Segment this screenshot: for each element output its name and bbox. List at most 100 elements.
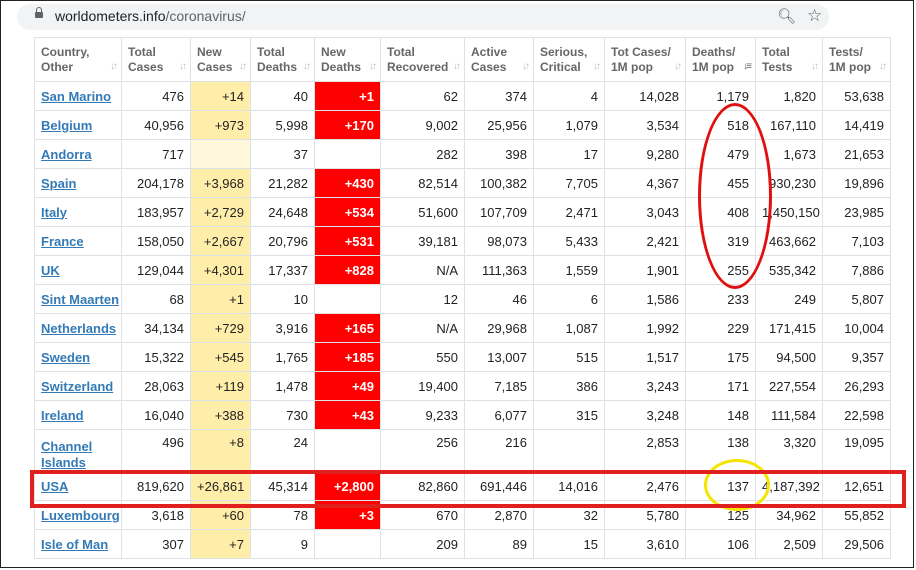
data-cell bbox=[314, 429, 381, 472]
magnifier-icon[interactable]: 🔍︎ bbox=[777, 8, 797, 25]
data-cell: 12 bbox=[380, 284, 465, 314]
column-header[interactable]: Tests/ 1M pop ↓↑ bbox=[822, 37, 891, 82]
red-ellipse-annotation bbox=[698, 103, 772, 289]
data-cell: 28,063 bbox=[121, 371, 191, 401]
data-cell: 82,514 bbox=[380, 168, 465, 198]
column-header[interactable]: Total Tests ↓↑ bbox=[755, 37, 823, 82]
column-header[interactable]: New Deaths ↓↑ bbox=[314, 37, 381, 82]
country-link[interactable]: France bbox=[41, 233, 84, 249]
data-cell: 256 bbox=[380, 429, 465, 472]
country-link[interactable]: Spain bbox=[41, 175, 77, 191]
country-link[interactable]: Sweden bbox=[41, 349, 91, 365]
data-cell: 216 bbox=[464, 429, 534, 472]
star-icon[interactable]: ☆ bbox=[807, 6, 823, 25]
country-link[interactable]: Luxembourg bbox=[41, 507, 120, 523]
data-cell: 19,400 bbox=[380, 371, 465, 401]
table-row: Channel Islands 496 +8 24 256 216 2,853 138 3,32… bbox=[34, 429, 891, 472]
country-cell: Italy bbox=[34, 197, 122, 227]
data-cell bbox=[314, 529, 381, 559]
country-link[interactable]: Channel Islands bbox=[41, 439, 93, 470]
data-cell: 374 bbox=[464, 81, 534, 111]
column-header-label: Total Recovered bbox=[387, 44, 449, 74]
data-cell: 9,233 bbox=[380, 400, 465, 430]
country-link[interactable]: Italy bbox=[41, 204, 68, 220]
data-cell: 227,554 bbox=[755, 371, 823, 401]
data-cell: 1,820 bbox=[755, 81, 823, 111]
column-header-label: Total Deaths bbox=[257, 44, 298, 74]
data-cell: 249 bbox=[755, 284, 823, 314]
sort-arrows-icon: ↓↑ bbox=[179, 61, 187, 72]
column-header[interactable]: Deaths/ 1M pop ↓≡ bbox=[685, 37, 756, 82]
column-header[interactable]: Total Recovered ↓↑ bbox=[380, 37, 465, 82]
data-cell: 496 bbox=[121, 429, 191, 472]
data-cell: +388 bbox=[190, 400, 251, 430]
data-cell: 9,280 bbox=[604, 139, 686, 169]
country-link[interactable]: San Marino bbox=[41, 88, 112, 104]
column-header[interactable]: Active Cases ↓↑ bbox=[464, 37, 534, 82]
data-cell: +531 bbox=[314, 226, 381, 256]
data-cell: 89 bbox=[464, 529, 534, 559]
column-header[interactable]: New Cases ↓↑ bbox=[190, 37, 251, 82]
data-cell bbox=[314, 139, 381, 169]
data-cell: 315 bbox=[533, 400, 605, 430]
data-cell: 3,043 bbox=[604, 197, 686, 227]
data-cell: +2,800 bbox=[314, 471, 381, 501]
data-cell: 111,584 bbox=[755, 400, 823, 430]
data-cell: 106 bbox=[685, 529, 756, 559]
data-cell: 14,028 bbox=[604, 81, 686, 111]
data-cell: +973 bbox=[190, 110, 251, 140]
column-header[interactable]: Total Cases ↓↑ bbox=[121, 37, 191, 82]
country-link[interactable]: Netherlands bbox=[41, 320, 117, 336]
data-cell: 2,476 bbox=[604, 471, 686, 501]
data-cell: 16,040 bbox=[121, 400, 191, 430]
address-bar[interactable]: worldometers.info/coronavirus/ 🔍︎ ☆ bbox=[17, 4, 829, 30]
table-row: Switzerland 28,063 +119 1,478 +49 19,400 7,185… bbox=[34, 371, 891, 401]
url-text[interactable]: worldometers.info/coronavirus/ bbox=[55, 8, 246, 24]
url-path: /coronavirus/ bbox=[165, 8, 246, 24]
country-link[interactable]: Andorra bbox=[41, 146, 92, 162]
country-link[interactable]: Sint Maarten bbox=[41, 291, 120, 307]
data-cell: +729 bbox=[190, 313, 251, 343]
data-cell: 6 bbox=[533, 284, 605, 314]
country-link[interactable]: UK bbox=[41, 262, 60, 278]
country-link[interactable]: USA bbox=[41, 478, 69, 494]
sort-arrows-icon: ↓↑ bbox=[303, 61, 311, 72]
data-cell: +2,729 bbox=[190, 197, 251, 227]
country-cell: Sint Maarten bbox=[34, 284, 122, 314]
data-cell: 24 bbox=[250, 429, 315, 472]
table-row: Ireland 16,040 +388 730 +43 9,233 6,077 315 3,24… bbox=[34, 400, 891, 430]
data-cell: 1,765 bbox=[250, 342, 315, 372]
data-cell: +119 bbox=[190, 371, 251, 401]
country-link[interactable]: Belgium bbox=[41, 117, 93, 133]
data-cell: +545 bbox=[190, 342, 251, 372]
column-header[interactable]: Serious, Critical ↓↑ bbox=[533, 37, 605, 82]
country-link[interactable]: Ireland bbox=[41, 407, 84, 423]
country-link[interactable]: Isle of Man bbox=[41, 536, 109, 552]
data-cell: 15 bbox=[533, 529, 605, 559]
country-link[interactable]: Switzerland bbox=[41, 378, 114, 394]
data-cell: 62 bbox=[380, 81, 465, 111]
data-cell: 23,985 bbox=[822, 197, 891, 227]
sort-arrows-icon: ↓↑ bbox=[522, 61, 530, 72]
data-cell: +4,301 bbox=[190, 255, 251, 285]
column-header-label: Deaths/ 1M pop bbox=[692, 44, 736, 74]
data-cell: +430 bbox=[314, 168, 381, 198]
data-cell: 2,421 bbox=[604, 226, 686, 256]
sort-arrows-icon: ↓↑ bbox=[239, 61, 247, 72]
table-row: UK 129,044 +4,301 17,337 +828 N/A 111,363 1,559… bbox=[34, 255, 891, 285]
data-cell: 22,598 bbox=[822, 400, 891, 430]
column-header[interactable]: Total Deaths ↓↑ bbox=[250, 37, 315, 82]
data-cell: 5,807 bbox=[822, 284, 891, 314]
data-cell: 3,916 bbox=[250, 313, 315, 343]
country-cell: Channel Islands bbox=[34, 429, 122, 472]
column-header[interactable]: Tot Cases/ 1M pop ↓↑ bbox=[604, 37, 686, 82]
data-cell: 307 bbox=[121, 529, 191, 559]
country-cell: Spain bbox=[34, 168, 122, 198]
data-cell: 20,796 bbox=[250, 226, 315, 256]
data-cell: 209 bbox=[380, 529, 465, 559]
country-cell: San Marino bbox=[34, 81, 122, 111]
column-header[interactable]: Country, Other ↓↑ bbox=[34, 37, 122, 82]
country-cell: Netherlands bbox=[34, 313, 122, 343]
data-cell: 1,901 bbox=[604, 255, 686, 285]
